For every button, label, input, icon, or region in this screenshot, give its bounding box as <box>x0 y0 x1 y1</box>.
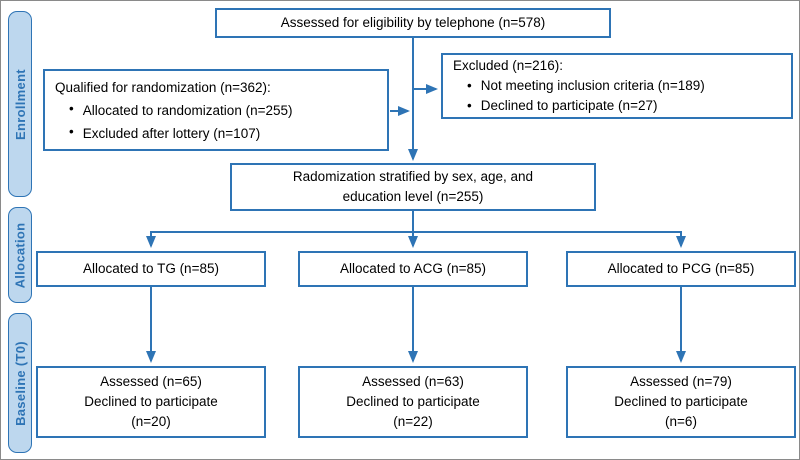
excluded-item-text: Declined to participate (n=27) <box>480 98 658 113</box>
baseline-pcg-line3: (n=6) <box>665 414 697 429</box>
baseline-pcg-line1: Assessed (n=79) <box>630 374 732 389</box>
excluded-box: Excluded (n=216): • Not meeting inclusio… <box>441 53 793 119</box>
list-item: • Excluded after lottery (n=107) <box>55 122 260 145</box>
bullet-icon: • <box>467 78 472 93</box>
bullet-icon: • <box>69 100 74 116</box>
qualified-box: Qualified for randomization (n=362): • A… <box>43 69 389 151</box>
randomization-line1: Radomization stratified by sex, age, and <box>292 169 534 184</box>
qualified-item-text: Excluded after lottery (n=107) <box>82 125 261 141</box>
baseline-tg-line3: (n=20) <box>131 414 171 429</box>
baseline-box-acg: Assessed (n=63) Declined to participate … <box>298 366 528 438</box>
baseline-tg-line2: Declined to participate <box>84 394 218 409</box>
baseline-acg-line2: Declined to participate <box>346 394 480 409</box>
baseline-pcg-line2: Declined to participate <box>614 394 748 409</box>
list-item: • Declined to participate (n=27) <box>453 96 657 116</box>
excluded-title: Excluded (n=216): <box>453 58 563 73</box>
baseline-box-pcg: Assessed (n=79) Declined to participate … <box>566 366 796 438</box>
stage-label-baseline: Baseline (T0) <box>8 313 32 453</box>
list-item: • Not meeting inclusion criteria (n=189) <box>453 76 705 96</box>
baseline-acg-line3: (n=22) <box>393 414 433 429</box>
stage-label-text: Enrollment <box>12 68 28 140</box>
randomization-line2: education level (n=255) <box>342 189 484 204</box>
excluded-item-text: Not meeting inclusion criteria (n=189) <box>480 78 705 93</box>
randomization-box: Radomization stratified by sex, age, and… <box>230 163 596 211</box>
allocation-box-pcg: Allocated to PCG (n=85) <box>566 251 796 287</box>
bullet-icon: • <box>467 98 472 113</box>
stage-label-enrollment: Enrollment <box>8 11 32 197</box>
stage-label-allocation: Allocation <box>8 207 32 303</box>
baseline-acg-line1: Assessed (n=63) <box>362 374 464 389</box>
allocation-acg-text: Allocated to ACG (n=85) <box>340 261 486 276</box>
allocation-pcg-text: Allocated to PCG (n=85) <box>607 261 755 276</box>
allocation-box-tg: Allocated to TG (n=85) <box>36 251 266 287</box>
qualified-item-text: Allocated to randomization (n=255) <box>82 102 293 118</box>
eligibility-box: Assessed for eligibility by telephone (n… <box>215 8 611 38</box>
list-item: • Allocated to randomization (n=255) <box>55 99 293 122</box>
qualified-title: Qualified for randomization (n=362): <box>55 79 271 95</box>
allocation-tg-text: Allocated to TG (n=85) <box>83 261 219 276</box>
stage-label-text: Allocation <box>12 222 28 288</box>
baseline-tg-line1: Assessed (n=65) <box>100 374 202 389</box>
baseline-box-tg: Assessed (n=65) Declined to participate … <box>36 366 266 438</box>
stage-label-text: Baseline (T0) <box>12 340 28 426</box>
allocation-box-acg: Allocated to ACG (n=85) <box>298 251 528 287</box>
eligibility-text: Assessed for eligibility by telephone (n… <box>280 15 546 30</box>
bullet-icon: • <box>69 123 74 139</box>
